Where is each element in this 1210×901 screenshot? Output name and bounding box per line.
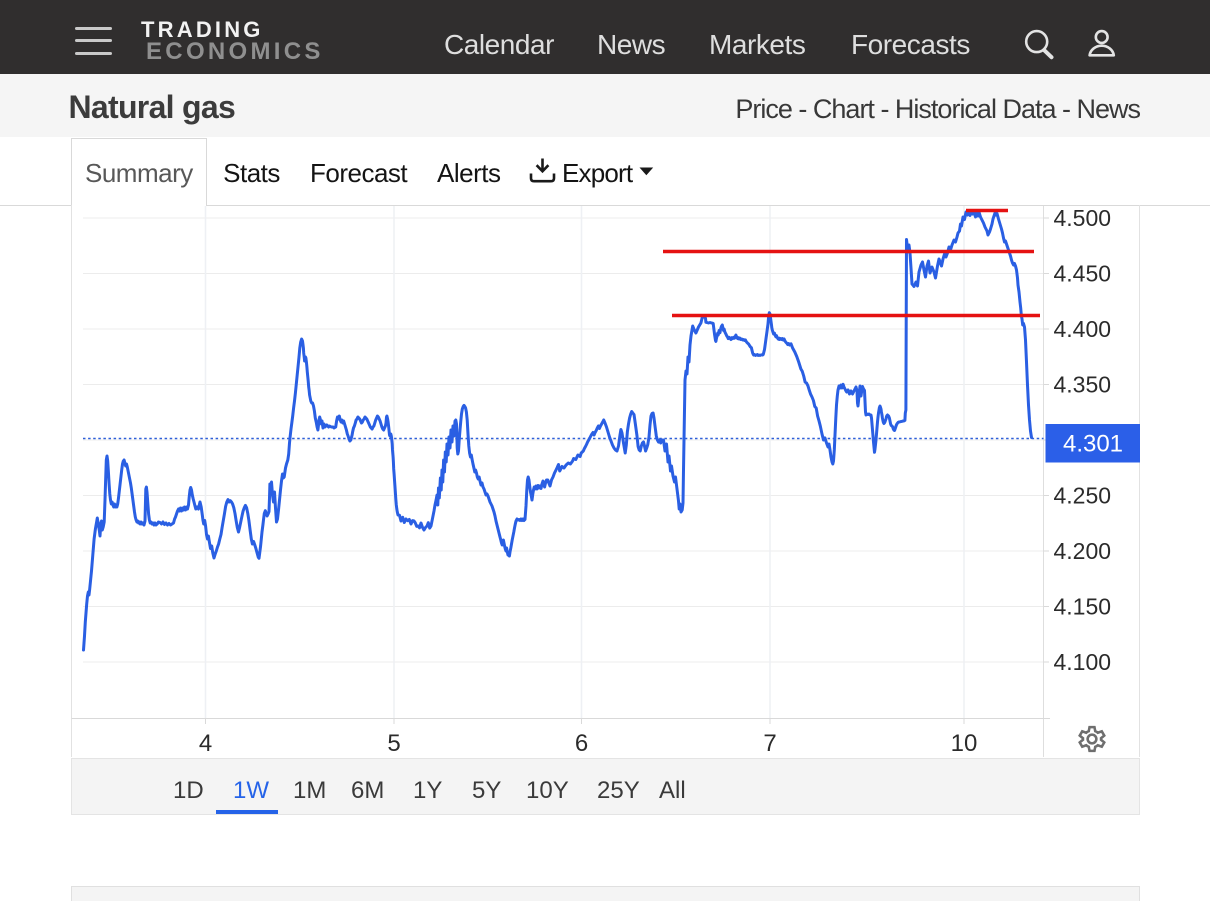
svg-text:4.400: 4.400 xyxy=(1054,316,1112,342)
svg-text:4: 4 xyxy=(199,730,212,757)
svg-text:4.500: 4.500 xyxy=(1054,205,1112,231)
svg-text:4.200: 4.200 xyxy=(1054,538,1112,564)
svg-text:4.100: 4.100 xyxy=(1054,649,1112,675)
svg-text:6: 6 xyxy=(575,730,588,757)
svg-text:4.250: 4.250 xyxy=(1054,483,1112,509)
svg-text:4.450: 4.450 xyxy=(1054,261,1112,287)
svg-text:7: 7 xyxy=(763,730,776,757)
svg-text:10: 10 xyxy=(951,730,978,757)
svg-text:4.350: 4.350 xyxy=(1054,372,1112,398)
svg-text:4.150: 4.150 xyxy=(1054,594,1112,620)
svg-text:5: 5 xyxy=(387,730,400,757)
svg-text:4.301: 4.301 xyxy=(1063,431,1123,458)
